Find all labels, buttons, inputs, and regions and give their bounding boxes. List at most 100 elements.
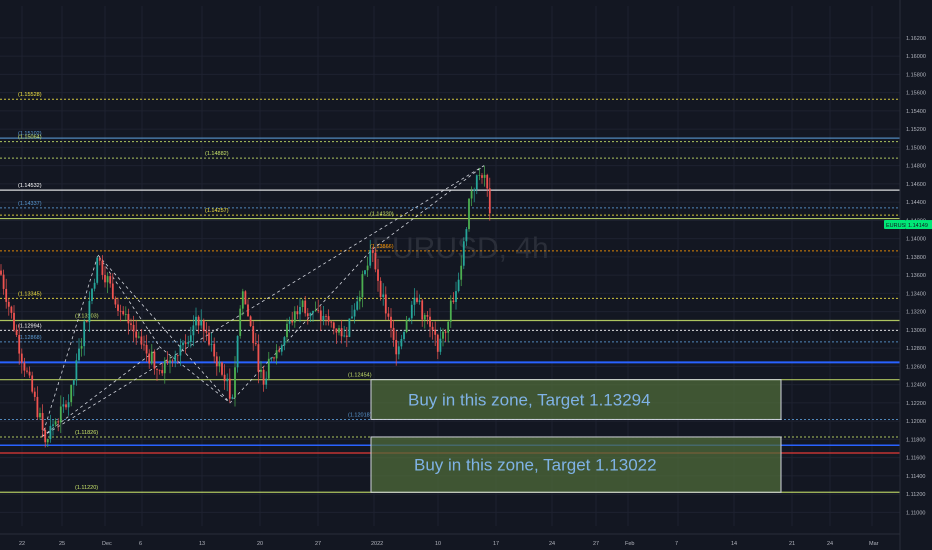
candle-body (106, 276, 109, 283)
candle-body (36, 396, 39, 418)
candle-body (267, 358, 270, 379)
candle-body (416, 297, 418, 302)
buy-zone-label: Buy in this zone, Target 1.13294 (408, 391, 651, 410)
level-label: (1.13103) (75, 313, 99, 319)
time-tick-label: Dec (102, 541, 112, 547)
candle-body (470, 191, 473, 199)
symbol-watermark: EURUSD, 4h (372, 232, 549, 265)
candle-body (137, 336, 140, 338)
candle-body (426, 315, 429, 317)
candle-body (20, 353, 23, 363)
level-label: (1.14337) (18, 201, 42, 207)
trend-line (41, 165, 485, 437)
candle-body (119, 310, 122, 312)
candle-body (104, 274, 106, 283)
time-tick-label: 20 (257, 541, 263, 547)
candle-body (335, 328, 338, 333)
buy-zones[interactable]: Buy in this zone, Target 1.13294 Buy in t… (370, 379, 782, 493)
time-tick-label: 24 (549, 541, 555, 547)
candle-body (31, 375, 34, 392)
level-label: (1.14532) (18, 183, 42, 189)
buy-zone-box[interactable] (370, 436, 782, 493)
candle-body (429, 316, 431, 327)
candle-body (312, 310, 314, 313)
price-axis[interactable]: 1.11000 1.11200 1.11400 1.11600 1.11800 1.120… (884, 0, 932, 550)
candle-body (374, 252, 377, 270)
candle-body (400, 339, 403, 347)
time-axis[interactable]: 22 25 Dec 6 13 20 27 2022 10 17 24 27 Feb 7 14 21 24 Mar (0, 533, 900, 547)
candle-body (397, 346, 400, 355)
candle-body (70, 384, 73, 403)
time-tick-label: 13 (199, 541, 205, 547)
candle-body (140, 336, 143, 345)
candle-body (343, 335, 346, 337)
candle-body (234, 367, 236, 398)
candle-body (379, 280, 382, 297)
last-price-tag[interactable] (906, 220, 932, 230)
candle-body (44, 429, 47, 443)
candle-body (348, 318, 351, 337)
price-tick-label: 1.13800 (906, 255, 926, 261)
price-tick-label: 1.14400 (906, 200, 926, 206)
candle-body (161, 370, 164, 374)
candle-body (327, 316, 330, 322)
price-tick-label: 1.11000 (906, 510, 925, 516)
price-tick-label: 1.11800 (906, 437, 925, 443)
candle-body (117, 304, 119, 311)
candle-body (353, 309, 356, 317)
symbol-tag[interactable] (884, 220, 906, 230)
candle-body (358, 297, 361, 302)
candle-body (338, 328, 340, 333)
candle-body (210, 343, 213, 345)
level-label: (1.11220) (75, 485, 98, 491)
candle-body (418, 300, 421, 302)
price-tick-label: 1.13200 (906, 310, 926, 316)
candle-body (405, 319, 408, 333)
time-tick-label: 2022 (371, 541, 383, 547)
candle-body (465, 229, 468, 242)
candle-body (488, 188, 491, 214)
candle-body (390, 316, 392, 328)
candle-body (442, 331, 444, 339)
candle-body (293, 311, 296, 323)
level-label: (1.15102) (18, 131, 42, 137)
level-label: (1.13866) (370, 244, 394, 250)
candle-body (166, 360, 169, 364)
candle-body (299, 307, 301, 315)
price-tick-label: 1.12400 (906, 383, 926, 389)
level-label: (1.13345) (18, 291, 42, 297)
candle-body (304, 300, 307, 314)
candle-body (130, 323, 132, 325)
candle-body (369, 250, 372, 266)
candle-body (197, 316, 200, 326)
candle-body (244, 291, 247, 305)
candle-body (252, 326, 255, 344)
candle-body (413, 297, 416, 305)
candle-body (317, 310, 320, 312)
candle-body (262, 369, 265, 385)
candle-body (345, 335, 348, 337)
candle-body (449, 300, 452, 322)
candle-body (54, 421, 57, 425)
candle-body (46, 439, 49, 443)
candle-body (96, 257, 99, 283)
candle-body (408, 318, 411, 320)
candle-body (361, 274, 364, 298)
candles (0, 165, 491, 448)
candle-body (59, 406, 62, 423)
candle-body (486, 174, 489, 189)
candle-body (286, 323, 288, 338)
time-tick-label: 21 (789, 541, 795, 547)
candle-body (288, 320, 291, 324)
buy-zone-box[interactable] (370, 379, 782, 420)
candle-body (241, 291, 244, 309)
price-tick-label: 1.12800 (906, 346, 926, 352)
candle-body (122, 310, 125, 315)
time-tick-label: 27 (315, 541, 321, 547)
level-label: (1.12868) (18, 335, 42, 341)
candle-body (18, 334, 21, 354)
level-label: (1.15528) (18, 92, 42, 98)
candle-body (356, 301, 359, 310)
